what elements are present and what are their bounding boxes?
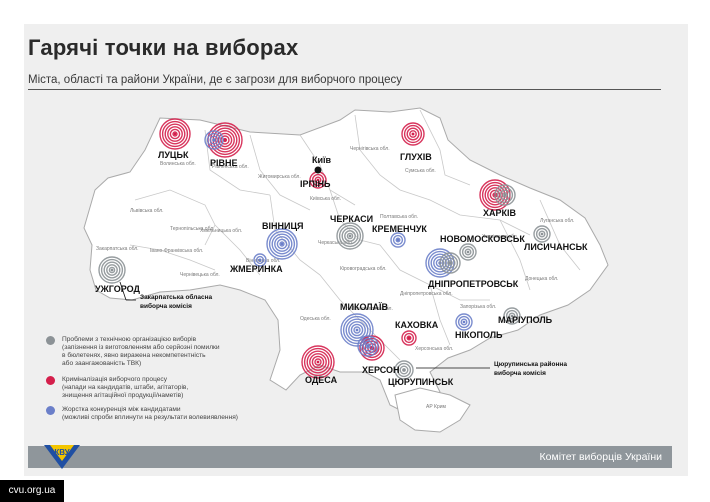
city-label-kherson: ХЕРСОН [362, 365, 400, 375]
hotspot-marker-uzhhorod-tech [98, 256, 126, 284]
oblast-label: АР Крим [426, 404, 447, 410]
oblast-borders [129, 109, 581, 361]
hotspot-marker-lysychansk-tech [533, 225, 551, 243]
legend-competition-line: Жорстка конкуренція між кандидатами [62, 406, 181, 413]
oblast-label: Миколаївська обл. [350, 306, 393, 312]
city-label-novomoskovsk: НОВОМОСКОВСЬК [440, 234, 525, 244]
oblast-label: Івано-Франківська обл. [150, 248, 203, 254]
page-title: Гарячі точки на виборах [28, 35, 299, 60]
legend-crime-line: (напади на кандидатів, штаби, агітаторів… [62, 384, 189, 391]
hotspot-marker-zhmerynka-competition [253, 253, 267, 267]
oblast-label: Запорізька обл. [460, 304, 496, 310]
hotspot-marker-rivne-competition [204, 130, 224, 150]
oblast-label: Житомирська обл. [258, 174, 301, 180]
legend-tech-line: в бюлетенях, явно виражена некомпетентні… [62, 352, 206, 359]
oblast-label: Харківська обл. [482, 234, 518, 240]
page-subtitle: Міста, області та райони України, де є з… [28, 74, 403, 86]
hotspot-marker-kakhovka-crime [401, 330, 417, 346]
hotspot-marker-hlukhiv-crime [401, 122, 425, 146]
city-label-kyiv: Київ [312, 155, 332, 165]
legend-dot-crime [46, 376, 55, 385]
ukraine-outline [83, 107, 609, 416]
hotspot-marker-cherkasy-tech [336, 222, 364, 250]
legend-tech-line: або заангажованість ТВК) [62, 360, 142, 367]
legend-item-tech: Проблеми з технічною організацією виборі… [46, 336, 272, 368]
legend-crime-line: Криміналізація виборчого процесу [62, 376, 168, 383]
annotation-tsiurupynsk-line2: виборча комісія [494, 369, 546, 377]
kyiv-capital-dot [314, 166, 322, 174]
oblast-label: Тернопільська обл. [170, 226, 215, 232]
legend-tech-line: (запізнення із виготовленням або серйозн… [62, 344, 220, 351]
logo-text: КВУ [54, 448, 70, 457]
hotspot-marker-vinnytsia-competition [266, 228, 298, 260]
hotspot-marker-kherson-competition [357, 335, 379, 357]
hotspot-marker-kharkiv-tech [494, 184, 516, 206]
oblast-label: Хмельницька обл. [200, 228, 242, 234]
city-label-kremenchuk: КРЕМЕНЧУК [372, 224, 427, 234]
hotspot-marker-novomoskovsk-tech [459, 243, 477, 261]
legend-tech-line: Проблеми з технічною організацією виборі… [62, 336, 197, 343]
city-label-kharkiv: ХАРКІВ [483, 208, 516, 218]
city-label-irpin: ІРПІНЬ [300, 179, 331, 189]
city-label-hlukhiv: ГЛУХІВ [400, 152, 432, 162]
city-label-cherkasy: ЧЕРКАСИ [330, 214, 373, 224]
legend-competition-line: (можливі спроби вплинути на результати в… [62, 414, 238, 421]
hotspot-marker-mykolaiv-competition [340, 313, 374, 347]
legend-dot-competition [46, 406, 55, 415]
oblast-label: Полтавська обл. [380, 214, 418, 220]
oblast-label: Луганська обл. [540, 218, 574, 224]
oblast-label: Київська обл. [310, 196, 341, 202]
annotation-leader-zakarpattia [119, 281, 127, 301]
city-label-odesa: ОДЕСА [305, 375, 338, 385]
oblast-label: Одеська обл. [300, 316, 331, 322]
city-label-zhmerynka: ЖМЕРИНКА [229, 264, 283, 274]
oblast-label: Львівська обл. [130, 208, 164, 214]
city-label-lutsk: ЛУЦЬК [158, 150, 189, 160]
footer-organization: Комітет виборців України [539, 451, 662, 463]
city-label-mariupol: МАРІУПОЛЬ [498, 315, 553, 325]
annotation-tsiurupynsk-line1: Цюрупинська районна [494, 360, 567, 368]
hotspot-marker-kremenchuk-competition [390, 232, 406, 248]
oblast-label: Донецька обл. [525, 276, 558, 282]
watermark: cvu.org.ua [0, 480, 64, 502]
oblast-label: Черкаська обл. [318, 240, 353, 246]
footer-bar: Комітет виборців України [28, 446, 672, 468]
oblast-label: Чернівецька обл. [180, 272, 220, 278]
oblast-label: Херсонська обл. [415, 346, 453, 352]
oblast-label: Рівненська обл. [212, 164, 249, 170]
oblast-label: Чернігівська обл. [350, 146, 390, 152]
annotation-zakarpattia-line2: виборча комісія [140, 302, 192, 310]
hotspot-marker-nikopol-competition [455, 313, 473, 331]
annotation-zakarpattia-line1: Закарпатська обласна [140, 293, 213, 301]
hotspot-marker-dnipropetrovsk-tech [439, 252, 461, 274]
city-label-lysychansk: ЛИСИЧАНСЬК [524, 242, 588, 252]
oblast-label: Волинська обл. [160, 161, 196, 167]
city-label-tsiurupynsk: ЦЮРУПИНСЬК [388, 377, 454, 387]
kvu-logo: КВУ [44, 445, 80, 469]
crimea-outline [394, 387, 471, 433]
city-labels: ЛУЦЬК РІВНЕ ГЛУХІВ Київ ІРПІНЬ ХАРКІВ ЧЕ… [95, 150, 588, 387]
title-divider [28, 89, 661, 90]
oblast-label: Кіровоградська обл. [340, 266, 387, 272]
city-label-nikopol: НІКОПОЛЬ [455, 330, 503, 340]
city-label-kakhovka: КАХОВКА [395, 320, 439, 330]
city-label-uzhhorod: УЖГОРОД [95, 284, 140, 294]
oblast-label: Закарпатська обл. [96, 246, 139, 252]
legend-item-competition: Жорстка конкуренція між кандидатами (мож… [46, 406, 272, 422]
oblast-label: Сумська обл. [405, 168, 436, 174]
hotspot-marker-tsiurupynsk-tech [394, 360, 414, 380]
legend-crime-line: знищення агітаційної продукції/наметів) [62, 392, 184, 399]
city-label-rivne: РІВНЕ [210, 158, 238, 168]
city-label-vinnytsia: ВІННИЦЯ [262, 221, 304, 231]
legend-dot-tech [46, 336, 55, 345]
hotspot-marker-odesa-crime [301, 345, 335, 379]
oblast-label: Дніпропетровська обл. [400, 291, 453, 297]
city-label-mykolaiv: МИКОЛАЇВ [340, 302, 389, 312]
city-label-dnipropetrovsk: ДНІПРОПЕТРОВСЬК [428, 279, 519, 289]
legend-item-crime: Криміналізація виборчого процесу (напади… [46, 376, 272, 400]
hotspot-marker-lutsk-crime [159, 118, 191, 150]
hotspot-marker-mariupol-tech [503, 307, 521, 325]
